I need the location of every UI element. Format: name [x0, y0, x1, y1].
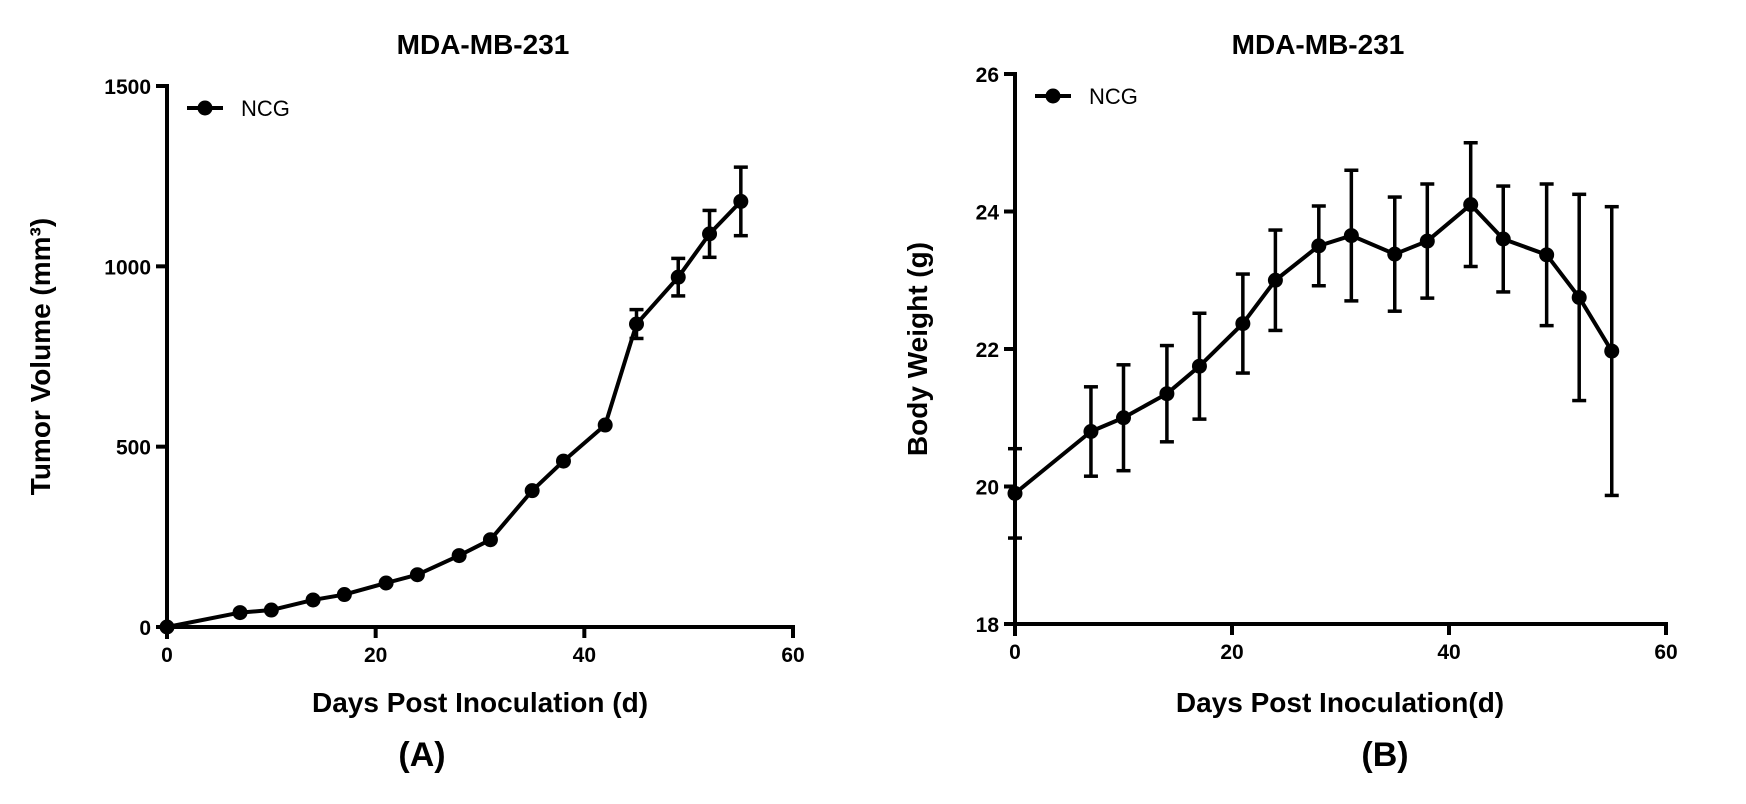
legend-label: NCG: [241, 96, 290, 121]
y-tick-label: 0: [139, 617, 151, 640]
series-ncg: [1007, 141, 1620, 540]
data-point: [1463, 197, 1479, 213]
data-point: [1343, 228, 1359, 244]
y-tick-label: 26: [976, 64, 999, 87]
data-point: [1007, 485, 1023, 501]
data-point: [1083, 424, 1099, 439]
chart-title: MDA-MB-231: [397, 29, 570, 60]
data-point: [1495, 231, 1511, 247]
data-point: [378, 575, 394, 591]
x-tick-label: 40: [1437, 641, 1460, 664]
y-tick-label: 1000: [104, 256, 151, 279]
y-axis-label: Body Weight (g): [902, 242, 933, 456]
data-point: [305, 592, 321, 608]
x-axis-label: Days Post Inoculation(d): [1176, 687, 1504, 718]
data-point: [232, 605, 248, 621]
x-tick-label: 20: [1220, 641, 1243, 664]
legend-marker: [197, 100, 213, 116]
y-axis-label: Tumor Volume (mm³): [25, 218, 56, 495]
x-tick-label: 40: [573, 644, 596, 667]
data-point: [1191, 358, 1207, 374]
x-axis-label: Days Post Inoculation (d): [312, 687, 648, 718]
legend-label: NCG: [1089, 84, 1138, 109]
series-line: [166, 200, 743, 629]
data-point: [1571, 289, 1587, 305]
data-point: [409, 567, 425, 583]
data-point: [1267, 272, 1283, 288]
data-point: [159, 619, 175, 635]
data-point: [1311, 238, 1327, 254]
data-point: [670, 269, 686, 285]
panel-label: (B): [1361, 736, 1408, 774]
x-tick-label: 20: [364, 644, 387, 667]
y-tick-label: 18: [976, 614, 1000, 637]
data-point: [1539, 247, 1555, 263]
data-point: [336, 587, 352, 603]
y-tick-label: 20: [976, 477, 999, 500]
series-line: [1013, 202, 1614, 495]
y-tick-label: 500: [116, 437, 151, 460]
x-tick-label: 60: [1654, 641, 1677, 664]
x-tick-label: 60: [781, 644, 804, 667]
chart-panel-b: MDA-MB-231 0 20 40 60 18 20 22 24 26 Days Post Ino…: [902, 29, 1678, 774]
data-point: [1387, 246, 1403, 262]
y-tick-label: 22: [976, 339, 999, 362]
data-point: [733, 193, 749, 209]
panel-label: (A): [398, 736, 445, 774]
chart-title: MDA-MB-231: [1232, 29, 1405, 60]
data-point: [597, 417, 613, 433]
data-point: [1159, 386, 1175, 402]
data-point: [1604, 343, 1620, 359]
data-point: [1235, 316, 1251, 332]
data-point: [1116, 410, 1131, 426]
legend-marker: [1045, 88, 1061, 104]
data-point: [1419, 233, 1435, 249]
data-point: [451, 548, 467, 564]
data-point: [629, 316, 644, 332]
data-point: [482, 532, 498, 548]
data-point: [702, 226, 718, 242]
data-point: [524, 483, 540, 499]
data-point: [555, 453, 571, 469]
y-tick-label: 1500: [104, 76, 151, 99]
x-tick-label: 0: [1009, 641, 1021, 664]
data-point: [263, 602, 279, 618]
chart-panel-a: MDA-MB-231 0 20 40 60 0 500 1000 1500 Days Post I…: [25, 29, 805, 774]
x-tick-label: 0: [161, 644, 173, 667]
y-tick-label: 24: [976, 202, 1000, 225]
series-ncg: [159, 165, 749, 635]
